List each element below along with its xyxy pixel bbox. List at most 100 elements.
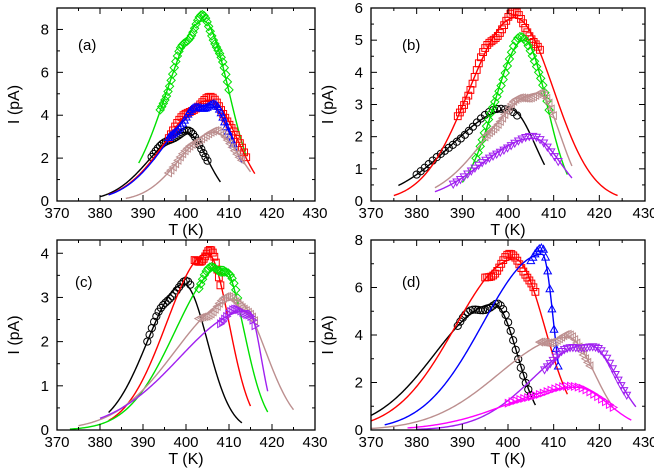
data-point (527, 35, 536, 44)
markers-green (194, 261, 243, 303)
data-point (164, 81, 175, 92)
y-axis-label: I (pA) (6, 85, 23, 124)
data-point (510, 139, 520, 149)
data-point (186, 280, 195, 289)
x-tick-label: 380 (404, 205, 429, 222)
data-point (610, 370, 620, 380)
fit-line-magenta (407, 386, 632, 429)
data-point (216, 281, 225, 290)
fit-line-blue (384, 253, 559, 426)
data-point (519, 371, 528, 380)
data-point (207, 31, 217, 41)
data-point (197, 312, 207, 322)
data-point (217, 57, 228, 67)
data-point (156, 101, 167, 112)
x-tick-label: 430 (302, 434, 327, 451)
data-point (473, 161, 484, 171)
data-point (488, 152, 498, 161)
data-point (175, 43, 186, 53)
markers-purple (217, 304, 260, 331)
plot-area (371, 243, 637, 430)
data-point (498, 25, 506, 34)
data-point (188, 103, 198, 112)
data-point (474, 59, 483, 68)
x-tick-label: 370 (358, 434, 383, 451)
data-point (163, 86, 173, 97)
data-point (504, 102, 513, 112)
data-point (519, 19, 528, 28)
fit-line-green (461, 39, 569, 183)
data-point (512, 33, 523, 43)
y-tick-label: 6 (355, 280, 363, 297)
data-point (219, 116, 230, 126)
data-point (222, 77, 233, 87)
data-point (249, 315, 258, 325)
data-point (500, 68, 511, 78)
data-point (481, 156, 491, 166)
markers-rosy-brown (163, 126, 246, 178)
data-point (243, 309, 252, 320)
data-point (229, 146, 239, 156)
data-point (522, 93, 531, 103)
data-point (236, 139, 244, 147)
data-point (622, 391, 632, 401)
data-point (546, 104, 555, 114)
data-point (527, 51, 538, 61)
y-tick-label: 3 (41, 289, 49, 306)
data-point (481, 121, 492, 131)
data-point (495, 116, 504, 127)
data-point (513, 137, 523, 146)
data-point (462, 96, 471, 105)
data-point (508, 96, 518, 106)
fit-line-green (69, 265, 269, 430)
y-tick-label: 0 (355, 193, 363, 210)
data-point (514, 354, 523, 364)
data-point (232, 149, 241, 159)
data-point (498, 74, 508, 85)
data-point (169, 62, 180, 73)
data-point (167, 129, 177, 138)
data-point (539, 366, 550, 375)
data-point (491, 269, 500, 278)
y-tick-label: 2 (41, 334, 49, 351)
x-axis-label: T (K) (168, 451, 203, 468)
data-point (483, 114, 494, 125)
data-point (550, 153, 560, 162)
data-point (521, 24, 530, 32)
data-point (220, 132, 229, 142)
data-point (166, 165, 175, 175)
panel-c: 370 380 390 400 410 420 430 0 1 2 3 4 T (K) I (pA) (c) (6, 239, 328, 468)
data-point (531, 287, 540, 296)
data-point (199, 10, 209, 21)
data-point (195, 140, 204, 149)
data-point (527, 279, 536, 288)
plot-area (393, 8, 618, 197)
data-point (203, 21, 214, 32)
markers-black (453, 299, 535, 400)
y-tick-label: 4 (355, 327, 363, 344)
x-tick-label: 420 (587, 434, 612, 451)
data-point (499, 109, 509, 120)
data-point (492, 150, 502, 160)
data-point (168, 162, 177, 172)
data-point (205, 26, 216, 37)
markers-green (155, 9, 234, 115)
data-point (199, 148, 208, 158)
data-point (535, 88, 544, 98)
data-point (225, 309, 234, 319)
data-point (464, 91, 473, 100)
data-point (486, 126, 496, 136)
y-tick-label: 6 (355, 0, 363, 17)
data-point (217, 106, 225, 114)
data-point (509, 251, 518, 260)
data-point (230, 285, 241, 295)
data-point (546, 148, 556, 157)
data-point (536, 243, 546, 252)
data-point (209, 99, 219, 108)
data-point (175, 152, 184, 162)
data-point (476, 306, 485, 315)
x-tick-label: 370 (44, 205, 69, 222)
data-point (529, 283, 538, 292)
data-point (227, 273, 237, 284)
data-point (545, 283, 555, 293)
